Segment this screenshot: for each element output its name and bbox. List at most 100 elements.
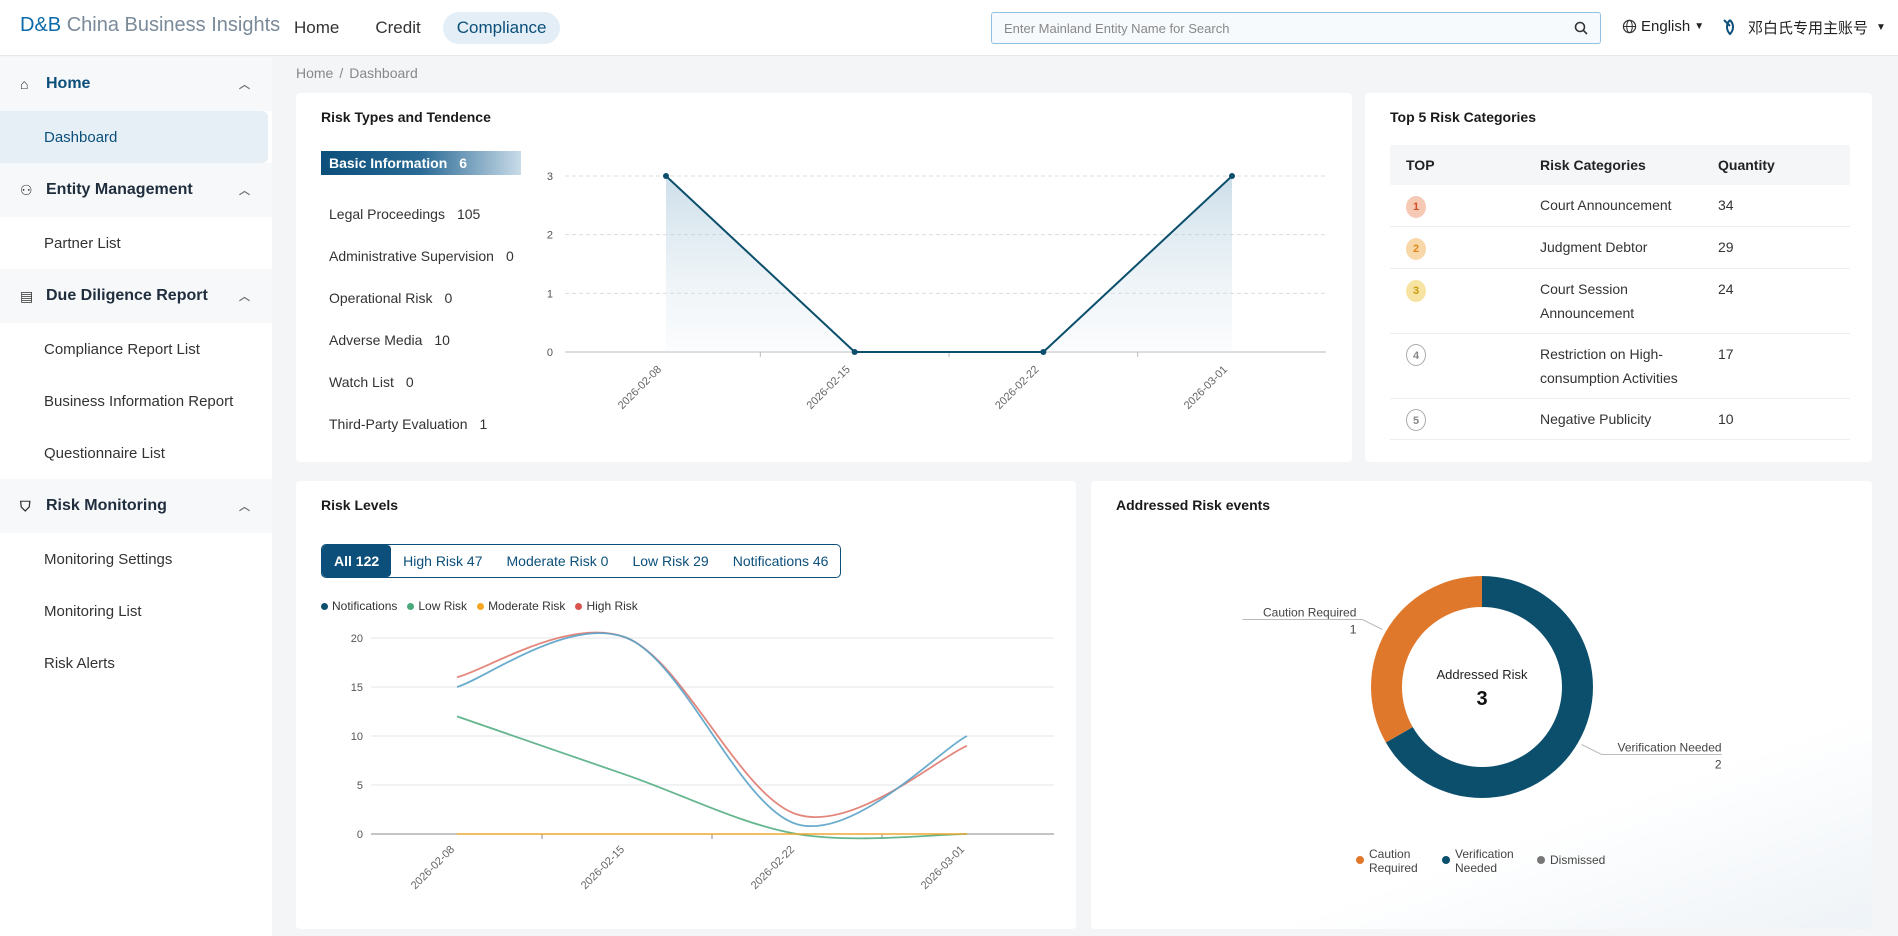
user-menu[interactable]: 邓白氏专用主账号 ▼ — [1720, 16, 1886, 38]
nav-compliance[interactable]: Compliance — [442, 12, 561, 44]
y-tick-label: 0 — [547, 347, 553, 359]
tab-low-risk[interactable]: Low Risk 29 — [632, 553, 709, 569]
sidebar-group-label: Due Diligence Report — [46, 287, 208, 304]
legend-item[interactable]: Moderate Risk — [477, 599, 565, 613]
y-tick-label: 2 — [547, 230, 553, 242]
risk-levels-chart: 0 5 10 15 20 2026-02-08 2026-02-15 2026-02-22 20… — [351, 631, 1054, 892]
card-title: Risk Levels — [321, 497, 399, 513]
x-tick-label: 2026-02-15 — [579, 844, 627, 892]
donut-slice[interactable] — [1371, 576, 1482, 743]
data-point[interactable] — [851, 349, 858, 355]
sidebar-group-home: ⌂ Home ︿ Dashboard — [0, 57, 272, 163]
legend-dot[interactable] — [1537, 856, 1545, 864]
table-row: 3 Court Session Announcement 24 — [1390, 268, 1850, 334]
risk-type-item[interactable]: Watch List 0 — [321, 361, 521, 403]
rank-2-medal-icon: 2 — [1406, 238, 1426, 260]
nav-home[interactable]: Home — [294, 18, 340, 37]
data-point[interactable] — [663, 173, 669, 179]
breadcrumb-home[interactable]: Home — [296, 65, 334, 81]
donut-slice[interactable] — [1385, 576, 1593, 798]
slice-value-label: 2 — [1715, 758, 1722, 772]
sidebar-group-header[interactable]: ⌂ Home ︿ — [0, 57, 272, 111]
table-row: 4 Restriction on High-consumption Activi… — [1390, 333, 1850, 399]
quantity-cell: 17 — [1702, 333, 1850, 399]
y-tick-label: 0 — [357, 829, 363, 841]
legend-dot — [407, 603, 415, 611]
sidebar-group-due-diligence: ▤ Due Diligence Report ︿ Compliance Repo… — [0, 269, 272, 479]
risk-type-item[interactable]: Operational Risk 0 — [321, 277, 521, 319]
legend-item[interactable]: High Risk — [575, 599, 638, 613]
tab-moderate-risk[interactable]: Moderate Risk 0 — [506, 553, 609, 569]
legend-label: Notifications — [332, 599, 398, 613]
table-row: 2 Judgment Debtor 29 — [1390, 226, 1850, 269]
legend-dot[interactable] — [1442, 856, 1450, 864]
category-cell: Court Announcement — [1524, 185, 1702, 227]
home-icon: ⌂ — [20, 76, 29, 92]
data-point[interactable] — [1040, 349, 1047, 355]
legend-label: Low Risk — [418, 599, 468, 613]
risk-type-value: 105 — [456, 206, 481, 222]
table-row: 5 Negative Publicity 10 — [1390, 398, 1850, 440]
legend-label[interactable]: Caution — [1369, 847, 1410, 861]
logo[interactable]: D&B China Business Insights — [20, 14, 280, 37]
column-header: TOP — [1390, 145, 1524, 185]
sidebar-item-questionnaire-list[interactable]: Questionnaire List — [44, 444, 165, 462]
tab-high-risk[interactable]: High Risk 47 — [403, 553, 483, 569]
y-tick-label: 15 — [351, 682, 363, 694]
legend-label[interactable]: Needed — [1455, 861, 1497, 875]
sidebar-group-header[interactable]: ⛉ Risk Monitoring ︿ — [0, 479, 272, 533]
risk-type-value: 0 — [405, 374, 414, 390]
legend-item[interactable]: Low Risk — [407, 599, 467, 613]
sidebar-item-dashboard[interactable]: Dashboard — [0, 111, 268, 163]
table-header-row: TOP Risk Categories Quantity — [1390, 145, 1850, 185]
risk-type-item[interactable]: Basic Information 6 — [321, 151, 521, 175]
sidebar-group-header[interactable]: ⚇ Entity Management ︿ — [0, 163, 272, 217]
sidebar-item-monitoring-settings[interactable]: Monitoring Settings — [44, 550, 173, 568]
rank-1-medal-icon: 1 — [1406, 196, 1426, 218]
risk-type-item[interactable]: Legal Proceedings 105 — [321, 193, 521, 235]
search-icon[interactable] — [1574, 21, 1588, 35]
search-input[interactable] — [1004, 20, 1574, 36]
addressed-risk-donut-chart: Verification Needed 2 Caution Required 1 Add… — [1242, 576, 1722, 875]
risk-type-item[interactable]: Adverse Media 10 — [321, 319, 521, 361]
sidebar-group-label: Home — [46, 75, 91, 92]
sidebar-group-header[interactable]: ▤ Due Diligence Report ︿ — [0, 269, 272, 323]
legend-label: Moderate Risk — [488, 599, 566, 613]
sidebar-item-risk-alerts[interactable]: Risk Alerts — [44, 654, 115, 672]
shield-icon: ⛉ — [20, 497, 31, 514]
sidebar-item-monitoring-list[interactable]: Monitoring List — [44, 602, 142, 620]
sidebar-item-partner-list[interactable]: Partner List — [44, 234, 121, 252]
language-label: English — [1641, 18, 1691, 35]
nav-credit[interactable]: Credit — [375, 18, 421, 37]
chevron-up-icon: ︿ — [239, 501, 250, 513]
tab-notifications[interactable]: Notifications 46 — [732, 553, 829, 569]
slice-label: Caution Required — [1263, 606, 1356, 620]
risk-type-item[interactable]: Administrative Supervision 0 — [321, 235, 521, 277]
legend-label[interactable]: Required — [1369, 861, 1418, 875]
sidebar-item-business-information-report[interactable]: Business Information Report — [44, 392, 234, 410]
legend-label[interactable]: Dismissed — [1550, 853, 1605, 867]
y-tick-label: 10 — [351, 731, 363, 743]
top5-card: Top 5 Risk Categories TOP Risk Categorie… — [1365, 93, 1872, 462]
risk-type-label: Adverse Media — [329, 332, 423, 348]
column-header: Quantity — [1702, 145, 1850, 185]
donut-center-label: Addressed Risk — [1436, 667, 1528, 682]
addressed-risk-card: Addressed Risk events Verification Neede… — [1091, 481, 1872, 929]
quantity-cell: 10 — [1702, 398, 1850, 440]
avatar — [1723, 19, 1734, 36]
top-bar: D&B China Business Insights Home Credit … — [0, 0, 1898, 56]
column-header: Risk Categories — [1524, 145, 1702, 185]
risk-type-item[interactable]: Third-Party Evaluation 1 — [321, 403, 521, 445]
risk-type-value: 0 — [505, 248, 514, 264]
language-selector[interactable]: English ▼ — [1622, 18, 1704, 35]
x-tick-label: 2026-02-15 — [805, 364, 853, 412]
legend-item[interactable]: Notifications — [321, 599, 397, 613]
sidebar-group-label: Entity Management — [46, 181, 193, 198]
data-point[interactable] — [1229, 173, 1235, 179]
tab-all[interactable]: All 122 — [322, 545, 392, 577]
risk-type-list: Basic Information 6 Legal Proceedings 105 … — [321, 151, 521, 445]
legend-label[interactable]: Verification — [1455, 847, 1514, 861]
legend-dot[interactable] — [1356, 856, 1364, 864]
sidebar-item-compliance-report-list[interactable]: Compliance Report List — [44, 340, 200, 358]
donut-center-value: 3 — [1476, 688, 1487, 710]
